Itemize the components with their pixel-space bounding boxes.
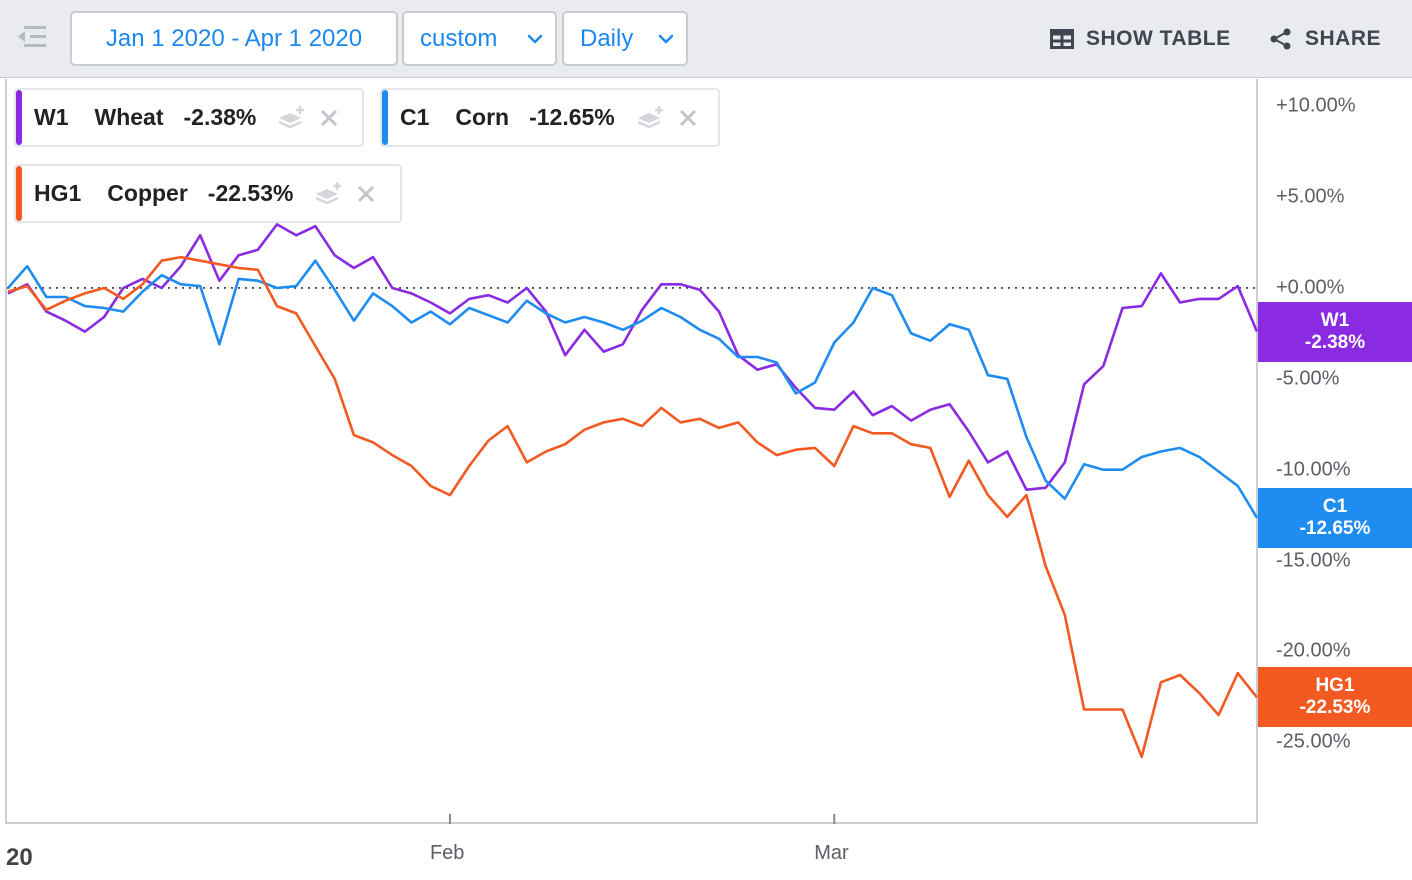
- legend-symbol: HG1: [34, 180, 82, 206]
- line-chart[interactable]: [7, 79, 1260, 824]
- y-tick-label: -15.00%: [1276, 549, 1351, 572]
- legend-name: Copper: [107, 180, 188, 206]
- y-tick-label: +5.00%: [1276, 185, 1345, 208]
- interval-label: Daily: [580, 24, 634, 52]
- close-icon[interactable]: [355, 183, 377, 205]
- y-tick-label: -10.00%: [1276, 458, 1351, 481]
- value-badge-c1: C1 -12.65%: [1258, 487, 1412, 548]
- date-range-label: Jan 1 2020 - Apr 1 2020: [105, 24, 363, 52]
- x-tick-label-mar: Mar: [814, 842, 849, 864]
- badge-symbol: C1: [1322, 495, 1348, 517]
- series-line-c1[interactable]: [7, 259, 1259, 519]
- collapse-menu-icon[interactable]: [16, 20, 50, 54]
- legend-chip-w1[interactable]: W1 Wheat -2.38%: [14, 88, 364, 147]
- x-tick-label-year: 20: [6, 844, 33, 871]
- badge-value: -12.65%: [1299, 517, 1371, 539]
- add-layer-icon[interactable]: [276, 104, 306, 132]
- chart-toolbar: Jan 1 2020 - Apr 1 2020 custom Daily SHO…: [0, 0, 1412, 78]
- legend-change: -22.53%: [207, 180, 294, 206]
- legend-chip-c1[interactable]: C1 Corn -12.65%: [380, 88, 720, 147]
- legend-chip-hg1[interactable]: HG1 Copper -22.53%: [14, 164, 402, 223]
- value-badge-w1: W1 -2.38%: [1258, 301, 1412, 362]
- range-mode-label: custom: [420, 24, 498, 52]
- share-label: SHARE: [1305, 27, 1382, 50]
- share-icon: [1270, 28, 1291, 50]
- show-table-label: SHOW TABLE: [1086, 27, 1231, 50]
- show-table-button[interactable]: SHOW TABLE: [1050, 22, 1231, 56]
- x-tick-label-feb: Feb: [429, 842, 465, 864]
- series-line-w1[interactable]: [7, 223, 1259, 492]
- legend-change: -2.38%: [183, 104, 257, 130]
- y-tick-label: -20.00%: [1276, 639, 1351, 662]
- y-tick-label: +0.00%: [1276, 276, 1345, 299]
- chevron-down-icon: [658, 34, 674, 43]
- y-tick-label: -25.00%: [1276, 730, 1351, 753]
- add-layer-icon[interactable]: [313, 180, 343, 208]
- range-mode-dropdown[interactable]: custom: [402, 11, 557, 66]
- legend-symbol: C1: [400, 104, 430, 130]
- badge-value: -22.53%: [1299, 697, 1371, 719]
- legend-change: -12.65%: [529, 104, 615, 130]
- close-icon[interactable]: [318, 107, 340, 129]
- legend-name: Wheat: [94, 104, 164, 130]
- series-color-bar: [382, 90, 388, 145]
- series-color-bar: [16, 90, 22, 145]
- y-tick-label: -5.00%: [1276, 367, 1340, 390]
- plot-area[interactable]: [5, 79, 1260, 824]
- series-color-bar: [16, 166, 22, 221]
- chevron-down-icon: [527, 34, 543, 43]
- series-line-hg1[interactable]: [7, 255, 1259, 759]
- table-icon: [1050, 29, 1074, 49]
- date-range-button[interactable]: Jan 1 2020 - Apr 1 2020: [70, 11, 398, 66]
- y-tick-label: +10.00%: [1276, 94, 1356, 117]
- badge-symbol: W1: [1320, 309, 1350, 331]
- legend-symbol: W1: [34, 104, 69, 130]
- badge-symbol: HG1: [1315, 675, 1355, 697]
- legend-name: Corn: [455, 104, 510, 130]
- interval-dropdown[interactable]: Daily: [562, 11, 688, 66]
- add-layer-icon[interactable]: [635, 104, 665, 132]
- value-badge-hg1: HG1 -22.53%: [1258, 667, 1412, 728]
- badge-value: -2.38%: [1304, 331, 1366, 353]
- close-icon[interactable]: [677, 107, 699, 129]
- share-button[interactable]: SHARE: [1269, 22, 1381, 56]
